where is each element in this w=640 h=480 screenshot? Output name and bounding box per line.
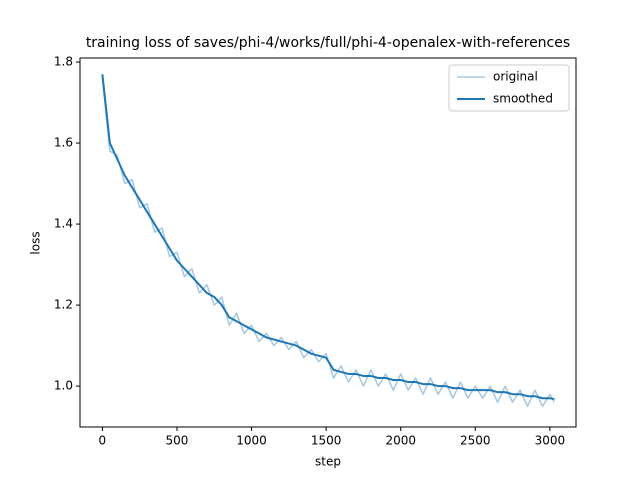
x-tick-label: 500: [166, 434, 189, 448]
data-line: [101, 78, 556, 408]
data-line: [101, 74, 555, 401]
y-axis-label: loss: [29, 231, 43, 254]
x-tick-label: 2500: [460, 434, 491, 448]
x-tick-label: 2000: [385, 434, 416, 448]
chart-title: training loss of saves/phi-4/works/full/…: [86, 35, 570, 51]
x-tick-label: 3000: [535, 434, 566, 448]
x-tick-label: 0: [99, 434, 107, 448]
y-tick-label: 1.6: [54, 136, 73, 150]
legend-label: smoothed: [493, 92, 553, 106]
y-tick-label: 1.4: [54, 217, 73, 231]
legend: original smoothed: [448, 64, 570, 112]
y-tick-label: 1.8: [54, 55, 73, 69]
y-tick-label: 1.0: [54, 379, 73, 393]
x-tick-label: 1000: [236, 434, 267, 448]
legend-label: original: [493, 70, 538, 84]
plot-frame: [79, 57, 577, 428]
x-axis-label: step: [315, 455, 341, 469]
y-tick-label: 1.2: [54, 298, 73, 312]
x-tick-label: 1500: [311, 434, 342, 448]
